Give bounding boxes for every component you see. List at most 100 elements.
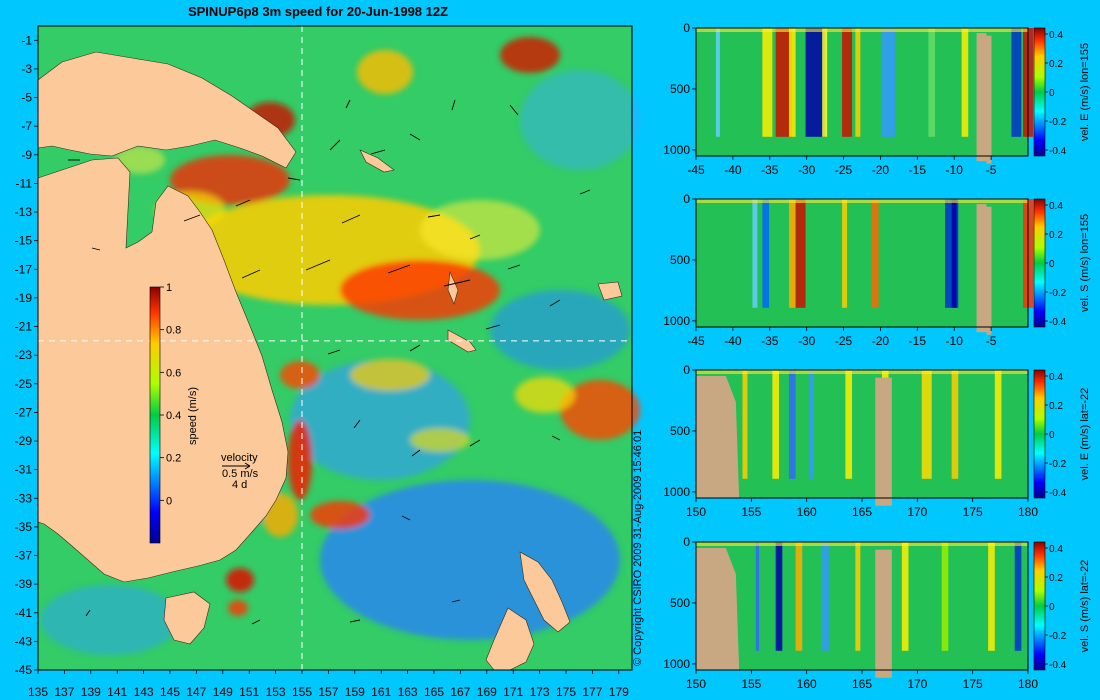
section-colorbar-tick-label: 0.4 — [1049, 201, 1063, 212]
map-y-tick-label: -43 — [15, 634, 33, 648]
new-guinea — [37, 51, 297, 169]
section-y-tick-label: 500 — [670, 596, 690, 610]
map-y-tick-label: -17 — [15, 262, 33, 276]
speed-colorbar: 0 0.2 0.4 0.6 0.8 1 speed (m/s) — [149, 282, 199, 544]
map-x-tick-label: 159 — [345, 685, 365, 699]
map-x-tick-label: 177 — [582, 685, 602, 699]
section-colorbar-tick-label: 0 — [1049, 430, 1055, 441]
section-colorbar-tick-label: 0 — [1049, 259, 1055, 270]
section-colorbar — [1033, 541, 1046, 671]
section-colorbar-tick-label: 0.2 — [1049, 401, 1063, 412]
section-y-tick-label: 500 — [670, 82, 690, 96]
section-x-tick-label: -25 — [835, 163, 853, 177]
section-field — [696, 28, 1028, 156]
section-colorbar-tick-label: -0.4 — [1049, 660, 1067, 671]
section-x-tick-label: -5 — [986, 334, 997, 348]
map-x-tick-label: 167 — [450, 685, 470, 699]
australia — [37, 157, 289, 583]
section-field — [696, 370, 1028, 498]
map-x-tick-labels: 135 137 139 141 143 145 147 149 151 153 155 157 159 1… — [28, 670, 629, 699]
section-field — [696, 542, 1028, 670]
section-x-tick-label: 170 — [907, 677, 927, 691]
map-y-tick-label: -3 — [21, 62, 32, 76]
section-colorbar-tick-label: -0.2 — [1049, 117, 1067, 128]
velocity-key-duration: 4 d — [232, 479, 247, 491]
map-x-tick-label: 171 — [503, 685, 523, 699]
colorbar-tick-label: 0.6 — [166, 367, 181, 379]
map-y-tick-label: -27 — [15, 405, 33, 419]
map-x-tick-label: 139 — [81, 685, 101, 699]
map-y-tick-label: -7 — [21, 119, 32, 133]
nz-north — [519, 551, 571, 633]
map-title: SPINUP6p8 3m speed for 20-Jun-1998 12Z — [188, 4, 448, 19]
section-colorbar-tick-label: -0.4 — [1049, 146, 1067, 157]
colorbar-label: speed (m/s) — [187, 387, 199, 445]
section-colorbar-label: vel. E (m/s) lon=155 — [1079, 43, 1091, 141]
section-panel: 150 155 160 165 170 175 180 0 500 1000 0.4 0.2 0 -0.2… — [663, 363, 1091, 519]
section-x-tick-label: -20 — [872, 163, 890, 177]
map-x-tick-label: 179 — [609, 685, 629, 699]
section-x-tick-label: 160 — [797, 505, 817, 519]
section-y-tick-label: 1000 — [663, 143, 690, 157]
section-panel: 150 155 160 165 170 175 180 0 500 1000 0.4 0.2 0 -0.2… — [663, 535, 1091, 691]
section-colorbar-tick-label: -0.2 — [1049, 631, 1067, 642]
section-colorbar — [1033, 198, 1046, 328]
section-colorbar-tick-label: 0.4 — [1049, 372, 1063, 383]
map-x-tick-label: 145 — [160, 685, 180, 699]
map-x-tick-label: 161 — [371, 685, 391, 699]
map-x-tick-label: 153 — [266, 685, 286, 699]
section-panel: -45 -40 -35 -30 -25 -20 -15 -10 -5 0 500 1000 0.4 0.2… — [663, 21, 1091, 177]
map-x-tick-label: 175 — [556, 685, 576, 699]
map-y-tick-label: -5 — [21, 91, 32, 105]
section-x-tick-label: 165 — [852, 505, 872, 519]
map-y-tick-label: -11 — [16, 176, 33, 190]
section-x-tick-label: -10 — [946, 334, 964, 348]
section-colorbar-tick-label: 0.4 — [1049, 30, 1063, 41]
section-colorbar-tick-label: 0 — [1049, 88, 1055, 99]
solomons — [359, 149, 395, 173]
map-y-tick-label: -25 — [15, 377, 33, 391]
section-colorbar-label: vel. S (m/s) lon=155 — [1079, 214, 1091, 312]
map-y-tick-label: -15 — [15, 234, 33, 248]
velocity-key-speed: 0.5 m/s — [222, 468, 259, 480]
section-x-tick-label: -45 — [687, 334, 705, 348]
map-y-tick-label: -29 — [15, 434, 33, 448]
map-y-tick-label: -37 — [15, 549, 33, 563]
section-panel: -45 -40 -35 -30 -25 -20 -15 -10 -5 0 500 1000 0.4 0.2… — [663, 192, 1091, 348]
section-field — [696, 199, 1028, 327]
map-y-tick-label: -41 — [15, 606, 33, 620]
section-colorbar-label: vel. S (m/s) lat=-22 — [1079, 560, 1091, 653]
map-x-tick-label: 137 — [54, 685, 74, 699]
map-y-tick-label: -9 — [21, 148, 32, 162]
section-x-tick-label: 175 — [963, 505, 983, 519]
section-x-tick-label: -45 — [687, 163, 705, 177]
map-y-tick-label: -31 — [15, 463, 33, 477]
section-y-tick-label: 0 — [683, 363, 690, 377]
land — [37, 51, 623, 671]
map-y-tick-label: -21 — [15, 320, 33, 334]
tasmania — [163, 591, 211, 645]
section-colorbar-tick-label: 0.4 — [1049, 544, 1063, 555]
section-colorbar-label: vel. E (m/s) lat=-22 — [1079, 388, 1091, 481]
section-x-tick-label: -30 — [798, 334, 816, 348]
map-x-tick-label: 151 — [239, 685, 259, 699]
map-y-tick-label: -1 — [21, 33, 32, 47]
velocity-vectors — [68, 99, 591, 625]
section-x-tick-label: 160 — [797, 677, 817, 691]
colorbar-tick-label: 0.8 — [166, 325, 181, 337]
map-x-tick-label: 169 — [477, 685, 497, 699]
section-panels: -45 -40 -35 -30 -25 -20 -15 -10 -5 0 500 1000 0.4 0.2… — [663, 21, 1091, 691]
section-y-tick-label: 500 — [670, 253, 690, 267]
map-y-tick-label: -39 — [15, 577, 33, 591]
section-x-tick-label: -20 — [872, 334, 890, 348]
section-x-tick-label: 155 — [741, 505, 761, 519]
section-y-tick-label: 0 — [683, 21, 690, 35]
map-x-tick-label: 165 — [424, 685, 444, 699]
velocity-key: velocity 0.5 m/s 4 d — [221, 452, 259, 491]
section-x-tick-label: 180 — [1018, 505, 1038, 519]
section-x-tick-label: 180 — [1018, 677, 1038, 691]
map-x-tick-label: 141 — [107, 685, 127, 699]
section-x-tick-label: -15 — [909, 163, 927, 177]
section-x-tick-label: -25 — [835, 334, 853, 348]
section-y-tick-label: 0 — [683, 535, 690, 549]
